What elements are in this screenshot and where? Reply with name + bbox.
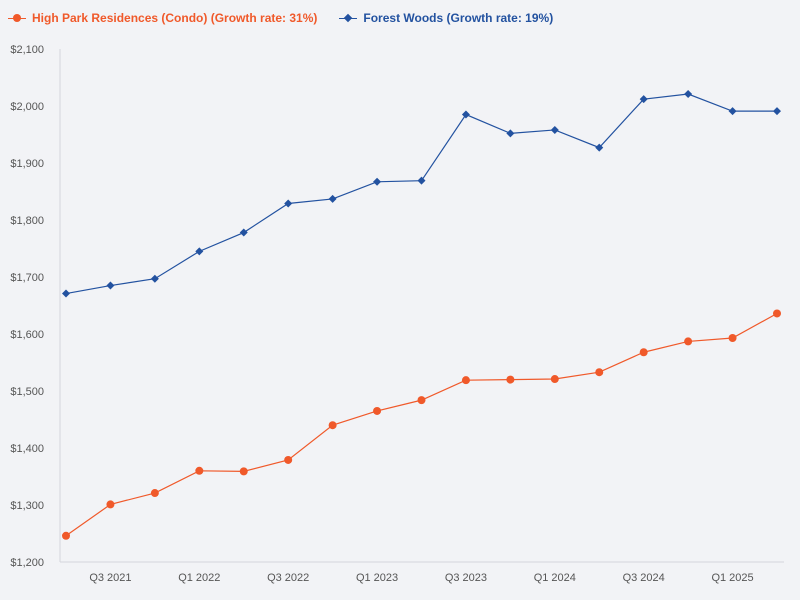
data-point-forest-woods <box>328 194 337 203</box>
data-point-high-park <box>284 455 293 464</box>
data-point-high-park <box>550 375 559 384</box>
data-point-high-park <box>461 376 470 385</box>
x-tick-label: Q1 2022 <box>178 572 220 584</box>
x-tick-label: Q3 2024 <box>623 572 665 584</box>
data-point-high-park <box>595 368 604 377</box>
y-tick-label: $1,200 <box>10 557 44 569</box>
legend-circle-marker-icon <box>8 13 26 23</box>
data-point-high-park <box>239 467 248 476</box>
legend-label-high-park: High Park Residences (Condo) (Growth rat… <box>32 11 318 25</box>
series-line-high-park <box>65 312 778 537</box>
data-point-forest-woods <box>373 177 382 186</box>
y-tick-label: $1,500 <box>10 386 44 398</box>
y-tick-label: $2,000 <box>10 101 44 113</box>
data-point-forest-woods <box>284 199 293 208</box>
y-tick-label: $1,300 <box>10 500 44 512</box>
x-tick-label: Q3 2021 <box>89 572 131 584</box>
data-point-high-park <box>417 396 426 405</box>
data-point-high-park <box>773 309 781 318</box>
legend-item-forest-woods[interactable]: Forest Woods (Growth rate: 19%) <box>339 11 553 25</box>
x-tick-label: Q1 2023 <box>356 572 398 584</box>
data-point-forest-woods <box>417 176 426 185</box>
x-tick-label: Q3 2022 <box>267 572 309 584</box>
x-tick-label: Q1 2025 <box>711 572 753 584</box>
y-tick-label: $1,700 <box>10 272 44 284</box>
data-point-forest-woods <box>595 143 604 152</box>
legend: High Park Residences (Condo) (Growth rat… <box>8 8 553 28</box>
x-tick-label: Q1 2024 <box>534 572 576 584</box>
data-point-forest-woods <box>728 107 737 116</box>
x-tick-label: Q3 2023 <box>445 572 487 584</box>
data-point-forest-woods <box>684 90 693 99</box>
data-point-forest-woods <box>506 129 515 138</box>
legend-label-forest-woods: Forest Woods (Growth rate: 19%) <box>363 11 554 25</box>
y-tick-label: $1,600 <box>10 329 44 341</box>
data-point-forest-woods <box>773 107 781 116</box>
y-tick-label: $1,800 <box>10 215 44 227</box>
data-point-high-park <box>684 337 693 346</box>
data-point-forest-woods <box>239 228 248 237</box>
data-point-forest-woods <box>639 95 648 104</box>
legend-diamond-marker-icon <box>339 13 358 23</box>
data-point-forest-woods <box>150 274 159 283</box>
data-point-high-park <box>62 531 70 540</box>
data-point-high-park <box>195 466 204 475</box>
data-point-high-park <box>728 333 737 342</box>
data-point-forest-woods <box>195 247 204 256</box>
data-point-forest-woods <box>106 281 115 290</box>
data-point-high-park <box>373 406 382 415</box>
data-point-forest-woods <box>550 125 559 134</box>
data-point-high-park <box>150 489 159 498</box>
y-tick-label: $1,900 <box>10 158 44 170</box>
data-point-high-park <box>106 500 115 509</box>
y-tick-label: $1,400 <box>10 443 44 455</box>
data-point-high-park <box>328 421 337 430</box>
y-tick-label: $2,100 <box>10 44 44 56</box>
data-point-high-park <box>639 348 648 357</box>
data-point-forest-woods <box>62 289 70 298</box>
data-point-high-park <box>506 375 515 384</box>
legend-item-high-park[interactable]: High Park Residences (Condo) (Growth rat… <box>8 11 317 25</box>
series-line-forest-woods <box>65 93 777 295</box>
data-point-forest-woods <box>461 110 470 119</box>
